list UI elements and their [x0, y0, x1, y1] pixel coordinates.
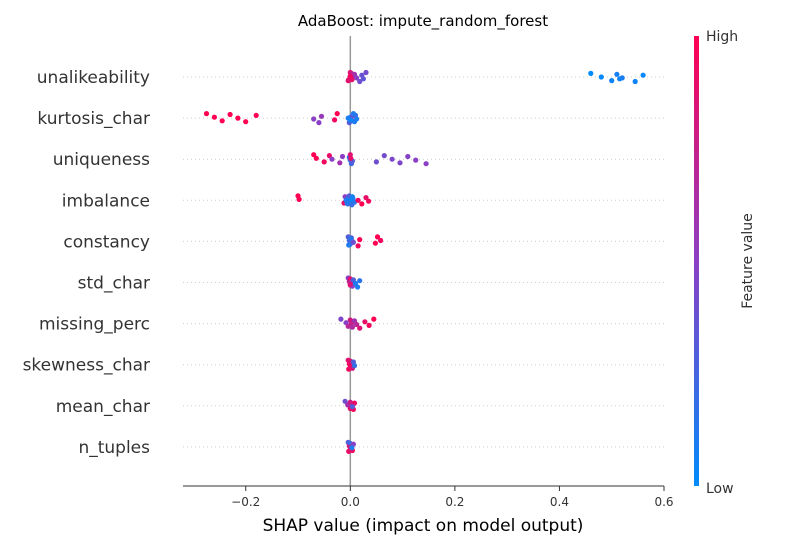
chart-title: AdaBoost: impute_random_forest	[298, 12, 548, 31]
shap-point-uniqueness	[326, 153, 332, 159]
shap-point-imbalance	[296, 196, 302, 202]
shap-point-missing_perc	[338, 316, 344, 322]
feature-label-constancy: constancy	[63, 232, 150, 252]
shap-point-constancy	[378, 237, 384, 244]
shap-point-constancy	[348, 236, 354, 242]
shap-point-kurtosis_char	[354, 116, 360, 122]
x-axis-ticks: −0.2 0.0 0.2 0.4 0.6	[231, 486, 674, 509]
shap-point-missing_perc	[362, 319, 368, 325]
feature-label-skewness_char: skewness_char	[23, 356, 150, 376]
shap-point-uniqueness	[337, 160, 343, 166]
shap-point-unalikeability	[357, 78, 363, 85]
shap-point-uniqueness	[413, 157, 419, 163]
feature-label-missing_perc: missing_perc	[39, 315, 150, 335]
colorbar-title: Feature value	[740, 213, 756, 309]
shap-point-kurtosis_char	[243, 119, 249, 125]
shap-point-imbalance	[363, 195, 369, 201]
shap-point-kurtosis_char	[316, 120, 322, 126]
feature-label-kurtosis_char: kurtosis_char	[37, 109, 150, 129]
shap-point-missing_perc	[357, 325, 363, 331]
shap-point-uniqueness	[329, 156, 335, 162]
shap-point-constancy	[357, 237, 363, 243]
shap-point-unalikeability	[360, 76, 366, 82]
shap-point-mean_char	[349, 404, 355, 410]
x-axis-label: SHAP value (impact on model output)	[263, 516, 584, 536]
shap-point-uniqueness	[321, 159, 327, 165]
shap-point-constancy	[372, 240, 378, 246]
shap-point-constancy	[346, 242, 352, 248]
shap-point-constancy	[355, 243, 361, 249]
shap-point-uniqueness	[348, 155, 354, 161]
shap-point-n_tuples	[346, 448, 352, 454]
shap-point-kurtosis_char	[350, 111, 356, 117]
shap-point-kurtosis_char	[203, 111, 210, 117]
shap-point-unalikeability	[609, 78, 615, 84]
shap-point-kurtosis_char	[235, 115, 241, 121]
feature-label-mean_char: mean_char	[56, 397, 150, 417]
x-tick-label: −0.2	[231, 495, 260, 509]
shap-point-unalikeability	[588, 70, 594, 76]
feature-label-std_char: std_char	[78, 274, 150, 294]
shap-point-kurtosis_char	[334, 111, 340, 117]
shap-point-std_char	[357, 278, 363, 284]
shap-point-unalikeability	[614, 71, 620, 77]
shap-point-unalikeability	[632, 78, 638, 85]
feature-label-imbalance: imbalance	[62, 191, 150, 211]
shap-point-uniqueness	[339, 153, 346, 160]
shap-point-missing_perc	[371, 316, 377, 322]
shap-point-kurtosis_char	[227, 111, 233, 118]
shap-point-unalikeability	[354, 75, 360, 81]
feature-label-unalikeability: unalikeability	[37, 68, 150, 88]
shap-point-imbalance	[349, 194, 355, 200]
shap-point-imbalance	[344, 200, 350, 206]
shap-point-kurtosis_char	[332, 117, 338, 123]
shap-point-unalikeability	[598, 74, 604, 80]
shap-point-std_char	[347, 281, 353, 287]
shap-point-kurtosis_char	[253, 112, 259, 118]
shap-point-kurtosis_char	[311, 116, 317, 122]
feature-gridlines	[183, 76, 664, 448]
colorbar	[694, 36, 699, 486]
shap-point-constancy	[374, 234, 381, 240]
shap-point-kurtosis_char	[211, 114, 217, 120]
shap-point-imbalance	[366, 198, 372, 204]
colorbar-high-label: High	[706, 29, 738, 45]
shap-point-missing_perc	[354, 321, 360, 328]
shap-point-kurtosis_char	[347, 117, 353, 123]
shap-point-imbalance	[355, 197, 361, 203]
shap-point-unalikeability	[349, 77, 355, 83]
shap-point-uniqueness	[373, 159, 379, 165]
shap-point-mean_char	[342, 398, 348, 404]
shap-point-unalikeability	[363, 69, 369, 76]
shap-point-uniqueness	[405, 153, 411, 160]
shap-point-n_tuples	[349, 445, 355, 451]
x-tick-label: 0.2	[445, 495, 464, 509]
feature-labels: unalikeability kurtosis_char uniqueness imb…	[23, 68, 151, 458]
shap-point-uniqueness	[389, 156, 395, 162]
shap-point-uniqueness	[313, 155, 319, 161]
x-tick-label: 0.0	[341, 495, 360, 509]
shap-point-kurtosis_char	[219, 118, 225, 124]
shap-point-imbalance	[359, 201, 365, 207]
feature-label-n_tuples: n_tuples	[78, 438, 150, 458]
shap-point-std_char	[355, 284, 361, 290]
shap-point-skewness_char	[346, 366, 352, 372]
shap-point-unalikeability	[617, 76, 623, 82]
x-tick-label: 0.4	[550, 495, 569, 509]
shap-point-missing_perc	[366, 322, 372, 328]
shap-point-unalikeability	[640, 72, 646, 78]
shap-point-uniqueness	[423, 161, 429, 167]
shap-point-missing_perc	[349, 324, 355, 330]
shap-point-constancy	[350, 239, 356, 245]
shap-point-kurtosis_char	[318, 113, 325, 119]
shap-point-skewness_char	[351, 363, 358, 369]
shap-point-uniqueness	[311, 152, 317, 158]
shap-points	[203, 69, 646, 454]
shap-point-uniqueness	[381, 153, 387, 159]
x-tick-label: 0.6	[654, 495, 673, 509]
feature-label-uniqueness: uniqueness	[53, 150, 150, 170]
shap-point-uniqueness	[397, 160, 403, 166]
colorbar-low-label: Low	[706, 481, 734, 497]
